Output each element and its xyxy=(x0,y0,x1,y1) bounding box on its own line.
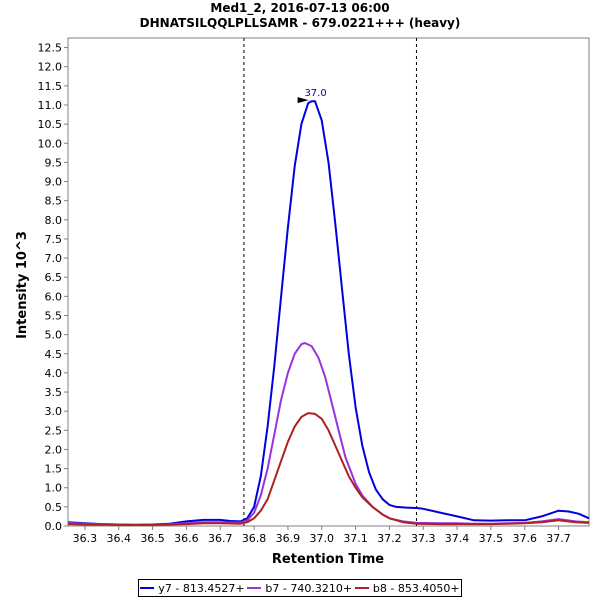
x-tick-label: 37.0 xyxy=(309,532,334,545)
plot-area: 0.0 0.5 1.0 1.5 2.0 2.5 3.0 3.5 4.0 4.5 5.0 5.5 6.0 6… xyxy=(38,37,590,545)
y-tick-label: 10.0 xyxy=(38,137,63,150)
y-tick-label: 12.5 xyxy=(38,42,63,55)
chart-title: Med1_2, 2016-07-13 06:00 xyxy=(210,1,389,16)
x-tick-label: 37.6 xyxy=(512,532,537,545)
x-tick-label: 37.1 xyxy=(343,532,368,545)
y-tick-label: 5.0 xyxy=(45,329,63,342)
y-tick-label: 9.5 xyxy=(45,156,63,169)
legend-label: b8 - 853.4050+ xyxy=(372,581,460,595)
chart-legend: y7 - 813.4527+ b7 - 740.3210+ b8 - 853.405… xyxy=(138,579,462,597)
x-tick-label: 36.8 xyxy=(242,532,267,545)
plot-frame xyxy=(67,37,590,527)
y-tick-label: 0.5 xyxy=(45,501,63,514)
legend-item: b7 - 740.3210+ xyxy=(247,582,352,595)
x-tick-label: 36.7 xyxy=(208,532,233,545)
y-tick-label: 1.5 xyxy=(45,463,63,476)
y-tick-label: 7.0 xyxy=(45,252,63,265)
y-tick-label: 0.0 xyxy=(45,520,63,533)
peak-label: 37.0 xyxy=(304,88,326,99)
y-tick-label: 4.5 xyxy=(45,348,63,361)
y-tick-label: 3.5 xyxy=(45,386,63,399)
legend-label: b7 - 740.3210+ xyxy=(265,581,353,595)
y-axis-label: Intensity 10^3 xyxy=(15,231,30,339)
x-tick-label: 36.9 xyxy=(276,532,301,545)
x-tick-label: 37.3 xyxy=(411,532,436,545)
x-tick-label: 36.4 xyxy=(106,532,131,545)
y-tick-label: 8.0 xyxy=(45,214,63,227)
y-tick-label: 6.0 xyxy=(45,290,63,303)
legend-swatch xyxy=(354,587,369,589)
x-tick-label: 36.6 xyxy=(174,532,199,545)
y-tick-label: 1.0 xyxy=(45,482,63,495)
x-tick-label: 36.5 xyxy=(140,532,165,545)
legend-swatch xyxy=(140,587,155,589)
legend-label: y7 - 813.4527+ xyxy=(158,581,245,595)
chart-subtitle: DHNATSILQQLPLLSAMR - 679.0221+++ (heavy) xyxy=(140,16,461,30)
y-tick-label: 9.0 xyxy=(45,176,63,189)
legend-item: y7 - 813.4527+ xyxy=(140,581,245,595)
legend-item: b8 - 853.4050+ xyxy=(354,581,460,595)
x-tick-label: 37.4 xyxy=(445,532,470,545)
y-tick-label: 2.0 xyxy=(45,443,63,456)
y-tick-label: 7.5 xyxy=(45,233,63,246)
x-tick-label: 37.7 xyxy=(546,532,571,545)
peak-marker-arrow xyxy=(297,97,309,104)
y-tick-label: 5.5 xyxy=(45,309,63,322)
y-tick-label: 2.5 xyxy=(45,424,63,437)
y-tick-label: 6.5 xyxy=(45,271,63,284)
y-tick-label: 8.5 xyxy=(45,195,63,208)
x-axis-label: Retention Time xyxy=(272,552,384,567)
x-tick-label: 36.3 xyxy=(73,532,98,545)
y-tick-label: 3.0 xyxy=(45,405,63,418)
legend-swatch xyxy=(247,587,262,589)
y-tick-label: 4.0 xyxy=(45,367,63,380)
x-tick-label: 37.5 xyxy=(479,532,504,545)
x-tick-label: 37.2 xyxy=(377,532,402,545)
series-line xyxy=(67,100,590,526)
y-tick-label: 12.0 xyxy=(38,61,63,74)
series-line xyxy=(67,412,590,526)
y-tick-label: 11.5 xyxy=(38,80,63,93)
y-tick-label: 11.0 xyxy=(38,99,63,112)
y-tick-label: 10.5 xyxy=(38,118,63,131)
